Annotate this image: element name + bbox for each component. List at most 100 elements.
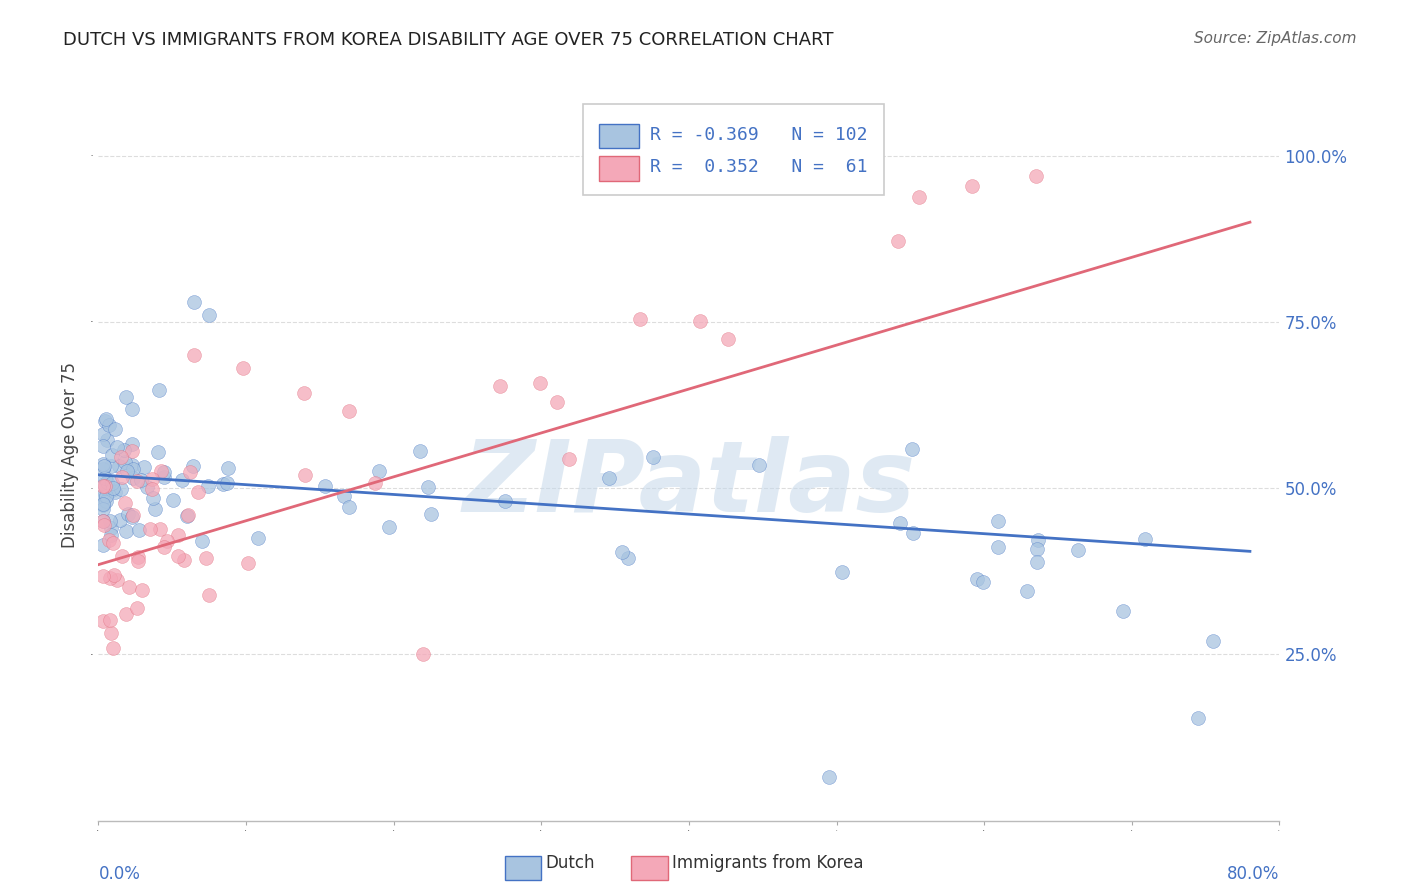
- FancyBboxPatch shape: [599, 124, 640, 148]
- Point: [91, 514, 114, 528]
- Point: [1111, 604, 1133, 618]
- Point: [198, 308, 221, 322]
- Point: [488, 379, 510, 393]
- Point: [1067, 543, 1090, 558]
- Point: [238, 556, 260, 570]
- FancyBboxPatch shape: [582, 103, 884, 195]
- Point: [153, 470, 176, 484]
- Point: [93, 477, 115, 491]
- Point: [412, 648, 434, 662]
- Point: [170, 473, 193, 487]
- Point: [91, 457, 114, 471]
- Point: [901, 526, 924, 541]
- Point: [416, 480, 439, 494]
- Text: 0.0%: 0.0%: [98, 864, 141, 882]
- Point: [121, 444, 143, 458]
- Point: [1026, 533, 1049, 548]
- Point: [98, 613, 121, 627]
- Point: [98, 514, 121, 528]
- Point: [129, 473, 152, 487]
- Point: [167, 528, 190, 542]
- Point: [1202, 634, 1225, 648]
- Point: [114, 390, 136, 404]
- Point: [966, 572, 988, 586]
- Point: [155, 534, 177, 549]
- Point: [211, 476, 233, 491]
- Point: [127, 474, 149, 488]
- Point: [94, 494, 117, 508]
- Point: [96, 434, 118, 448]
- Point: [93, 487, 115, 501]
- Point: [529, 376, 551, 391]
- Point: [143, 502, 166, 516]
- Point: [128, 523, 150, 537]
- Text: Source: ZipAtlas.com: Source: ZipAtlas.com: [1194, 31, 1357, 46]
- Point: [96, 412, 118, 426]
- Point: [93, 517, 115, 532]
- Point: [332, 490, 354, 504]
- Point: [191, 533, 214, 548]
- Point: [94, 481, 117, 495]
- Point: [94, 479, 117, 493]
- Point: [111, 549, 134, 563]
- Point: [177, 508, 200, 523]
- Point: [121, 401, 143, 416]
- Point: [121, 509, 143, 524]
- Point: [103, 535, 125, 549]
- Point: [100, 459, 122, 474]
- Point: [643, 450, 665, 464]
- Text: Immigrants from Korea: Immigrants from Korea: [672, 855, 863, 872]
- Point: [101, 483, 124, 498]
- Point: [149, 522, 172, 536]
- Point: [105, 440, 128, 454]
- Point: [818, 771, 841, 785]
- Text: R =  0.352   N =  61: R = 0.352 N = 61: [650, 159, 868, 177]
- Point: [292, 386, 315, 401]
- Point: [152, 466, 174, 480]
- Point: [98, 417, 121, 432]
- Text: Dutch: Dutch: [546, 855, 595, 872]
- Point: [121, 437, 143, 451]
- Point: [337, 500, 360, 515]
- Point: [101, 476, 124, 491]
- Point: [101, 448, 124, 462]
- Point: [176, 509, 198, 524]
- Point: [91, 502, 114, 516]
- Point: [111, 470, 134, 484]
- Point: [148, 444, 170, 458]
- Point: [91, 514, 114, 528]
- Point: [181, 458, 204, 473]
- Point: [889, 516, 911, 530]
- Point: [114, 495, 136, 509]
- FancyBboxPatch shape: [599, 156, 640, 181]
- Y-axis label: Disability Age Over 75: Disability Age Over 75: [62, 362, 79, 548]
- Point: [195, 550, 218, 565]
- Point: [118, 580, 141, 594]
- Text: DUTCH VS IMMIGRANTS FROM KOREA DISABILITY AGE OVER 75 CORRELATION CHART: DUTCH VS IMMIGRANTS FROM KOREA DISABILIT…: [63, 31, 834, 49]
- Point: [908, 190, 931, 204]
- Point: [139, 522, 162, 536]
- Point: [1133, 532, 1156, 546]
- Point: [987, 514, 1010, 528]
- Point: [173, 553, 195, 567]
- Point: [104, 421, 127, 435]
- Point: [1017, 584, 1039, 599]
- Point: [114, 607, 136, 622]
- Text: 80.0%: 80.0%: [1227, 864, 1279, 882]
- Point: [153, 540, 176, 554]
- Point: [136, 480, 159, 494]
- Point: [887, 234, 910, 248]
- Point: [91, 497, 114, 511]
- Point: [420, 507, 443, 521]
- Point: [831, 565, 853, 579]
- Point: [141, 472, 163, 486]
- Point: [628, 311, 651, 326]
- Point: [91, 462, 114, 476]
- Point: [121, 458, 143, 472]
- Point: [162, 492, 184, 507]
- Point: [122, 461, 145, 475]
- Point: [1025, 169, 1047, 183]
- Point: [1187, 710, 1209, 724]
- Point: [121, 508, 143, 522]
- Point: [142, 491, 165, 506]
